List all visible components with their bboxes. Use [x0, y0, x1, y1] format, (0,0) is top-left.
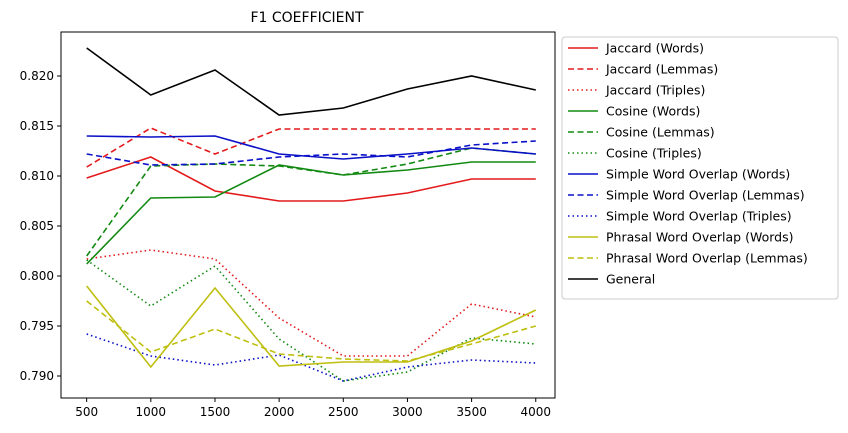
- x-tick-label: 1000: [136, 405, 167, 419]
- series-line: [86, 249, 536, 357]
- x-tick-label: 3500: [456, 405, 487, 419]
- series-line: [86, 127, 536, 168]
- y-tick-label: 0.800: [20, 269, 54, 283]
- x-tick-label: 500: [75, 405, 98, 419]
- plot-frame: [60, 31, 556, 399]
- legend-label: Jaccard (Triples): [605, 83, 705, 98]
- x-tick-label: 2500: [328, 405, 359, 419]
- legend-label: General: [606, 272, 655, 287]
- plot-area: [61, 32, 555, 398]
- legend-label: Phrasal Word Overlap (Lemmas): [606, 251, 808, 266]
- legend-label: Cosine (Lemmas): [606, 125, 715, 140]
- x-tick-label: 4000: [520, 405, 551, 419]
- legend-label: Cosine (Triples): [606, 146, 702, 161]
- chart-title: F1 COEFFICIENT: [250, 10, 364, 26]
- series-line: [86, 47, 536, 116]
- legend-label: Simple Word Overlap (Triples): [606, 209, 792, 224]
- series-layer: [86, 47, 537, 382]
- series-line: [86, 300, 537, 362]
- legend-label: Simple Word Overlap (Words): [606, 167, 790, 182]
- y-tick-label: 0.805: [20, 219, 54, 233]
- y-tick-label: 0.790: [20, 369, 54, 383]
- legend: Jaccard (Words) Jaccard (Lemmas) Jaccard (…: [561, 36, 839, 300]
- y-tick-label: 0.810: [20, 169, 54, 183]
- legend-label: Jaccard (Words): [605, 41, 704, 56]
- legend-label: Simple Word Overlap (Lemmas): [606, 188, 805, 203]
- legend-label: Phrasal Word Overlap (Words): [606, 230, 793, 245]
- legend-label: Jaccard (Lemmas): [605, 62, 718, 77]
- x-tick-label: 3000: [392, 405, 423, 419]
- series-line: [86, 285, 537, 369]
- y-tick-label: 0.815: [20, 119, 54, 133]
- y-tick-label: 0.820: [20, 69, 54, 83]
- x-tick-label: 1500: [200, 405, 231, 419]
- series-line: [86, 135, 536, 160]
- legend-box: [561, 36, 839, 300]
- legend-label: Cosine (Words): [606, 104, 700, 119]
- axes-layer: 500 1000 1500 2000 2500 3000 3500 4000 0.790 0.79…: [20, 69, 551, 419]
- series-line: [86, 156, 536, 202]
- series-line: [86, 147, 536, 257]
- x-tick-label: 2000: [264, 405, 295, 419]
- y-tick-label: 0.795: [20, 319, 54, 333]
